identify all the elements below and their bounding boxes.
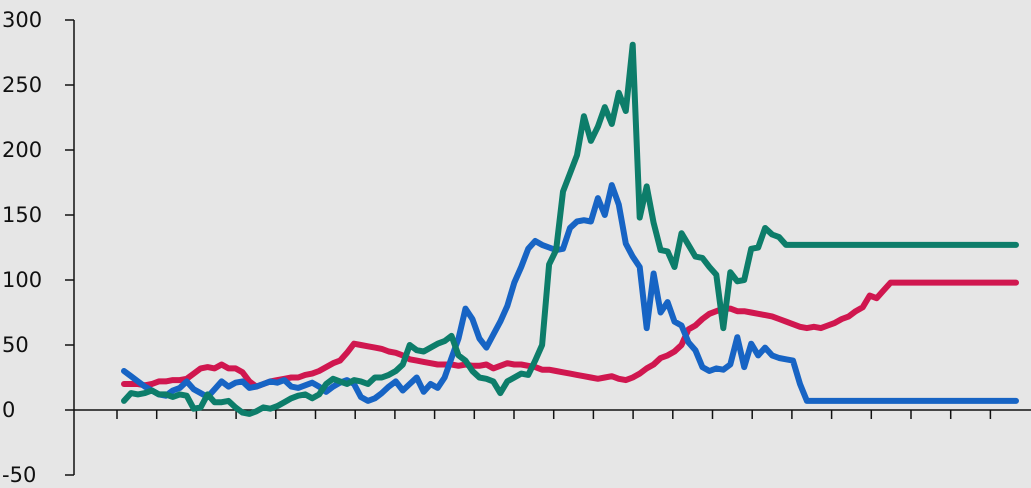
series-line-2 xyxy=(121,182,1019,404)
y-tick-label: 150 xyxy=(2,203,42,227)
series-group xyxy=(121,41,1019,417)
y-tick-label: 250 xyxy=(2,73,42,97)
x-tick-marks xyxy=(116,410,992,419)
y-tick-label: 50 xyxy=(2,333,29,357)
y-tick-label: 200 xyxy=(2,138,42,162)
y-tick-labels: 300 250 200 150 100 50 0 -50 xyxy=(2,8,42,487)
y-tick-label: -50 xyxy=(2,463,36,487)
y-tick-marks xyxy=(65,19,74,476)
y-tick-label: 300 xyxy=(2,8,42,32)
series-line-3 xyxy=(121,41,1019,417)
y-tick-label: 0 xyxy=(2,398,15,422)
y-tick-label: 100 xyxy=(2,268,42,292)
series-line-1 xyxy=(121,279,1019,390)
